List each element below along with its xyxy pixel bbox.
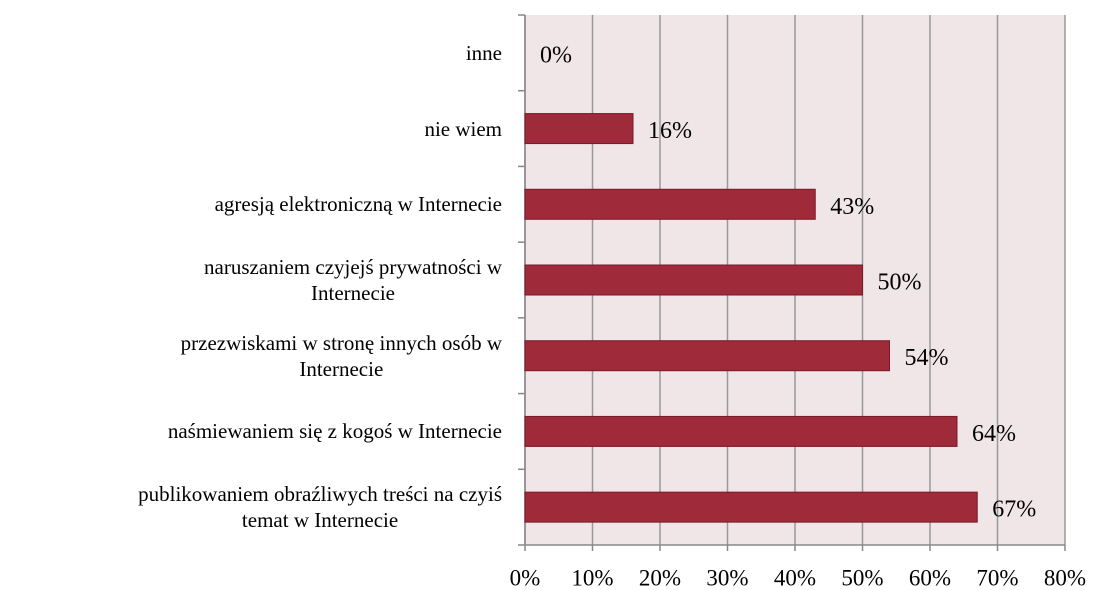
y-tick-label: naśmiewaniem się z kogoś w Internecie — [167, 419, 502, 444]
x-tick-label: 70% — [976, 565, 1018, 590]
bar — [524, 113, 634, 145]
x-tick-label: 10% — [571, 565, 613, 590]
value-label: 50% — [878, 270, 922, 296]
value-label: 0% — [540, 42, 572, 68]
value-label: 16% — [648, 118, 692, 144]
y-tick-label: nie wiem — [424, 116, 502, 141]
x-tick-label: 80% — [1044, 565, 1086, 590]
y-tick-label: agresją elektroniczną w Internecie — [214, 192, 502, 217]
y-tick-label: przezwiskami w stronę innych osób w Inte… — [180, 330, 502, 381]
x-tick-label: 30% — [706, 565, 748, 590]
bar — [524, 415, 958, 447]
value-label: 64% — [972, 421, 1016, 447]
y-tick-label: naruszaniem czyjejś prywatności w Intern… — [204, 255, 502, 305]
x-tick-label: 50% — [841, 565, 883, 590]
bar — [524, 491, 978, 523]
x-tick-label: 0% — [510, 565, 541, 590]
value-label: 67% — [992, 497, 1036, 523]
bar — [524, 340, 890, 372]
bar — [524, 188, 816, 220]
x-tick-label: 40% — [774, 565, 816, 590]
x-tick-label: 20% — [639, 565, 681, 590]
value-label: 54% — [905, 345, 949, 371]
x-tick-label: 60% — [909, 565, 951, 590]
y-tick-label: inne — [465, 40, 502, 65]
y-tick-label: publikowaniem obraźliwych treści na czyi… — [138, 482, 502, 533]
value-label: 43% — [830, 194, 874, 220]
bar — [524, 264, 863, 296]
